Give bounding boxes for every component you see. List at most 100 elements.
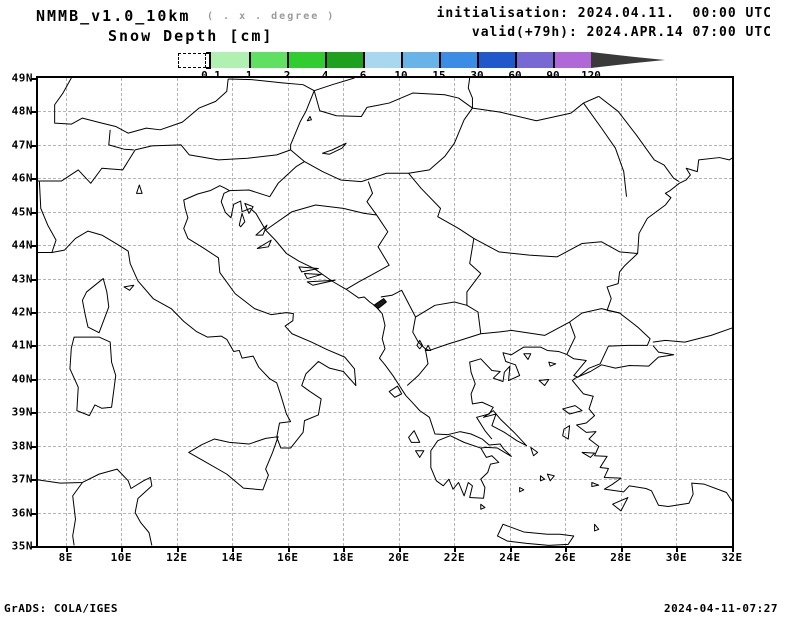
coastline-border-path	[38, 145, 361, 183]
colorbar-segment	[477, 52, 515, 68]
coastline-border-path	[314, 78, 354, 91]
lat-tick-label: 36N	[11, 506, 33, 520]
coastline-border-path	[467, 238, 481, 333]
colorbar-below-min-box	[178, 53, 206, 68]
lat-tick-mark	[31, 211, 37, 214]
lat-tick-label: 44N	[11, 238, 33, 252]
coastline-border-path	[431, 436, 499, 499]
lat-tick-mark	[31, 245, 37, 248]
coastline-border-path	[567, 155, 732, 377]
grid-line-lon	[121, 78, 123, 546]
lat-tick-label: 41N	[11, 338, 33, 352]
colorbar-segment	[211, 52, 249, 68]
lake-shape	[307, 280, 335, 285]
lat-tick-mark	[31, 144, 37, 147]
grid-line-lat	[38, 144, 732, 146]
lake-shape	[137, 185, 143, 193]
lat-tick-mark	[31, 445, 37, 448]
grid-line-lon	[509, 78, 511, 546]
lat-tick-mark	[31, 546, 37, 548]
initialisation-text: initialisation: 2024.04.11. 00:00 UTC	[436, 6, 772, 21]
lake-shape	[547, 474, 554, 481]
coastline-border-path	[583, 103, 626, 197]
grid-line-lat	[38, 278, 732, 280]
lat-tick-mark	[31, 78, 37, 80]
colorbar-segment	[249, 52, 287, 68]
lake-shape	[484, 411, 527, 446]
colorbar-segment	[363, 52, 401, 68]
lake-shape	[256, 225, 267, 235]
lon-tick-label: 32E	[721, 551, 743, 564]
lat-tick-mark	[31, 278, 37, 281]
lake-shape	[540, 476, 544, 481]
lake-shape	[124, 285, 134, 290]
lake-shape	[524, 354, 531, 360]
lat-tick-label: 49N	[11, 71, 33, 85]
grid-line-lat	[38, 111, 732, 113]
lon-tick-label: 16E	[277, 551, 299, 564]
lat-tick-mark	[31, 111, 37, 114]
lat-tick-label: 47N	[11, 138, 33, 152]
grid-line-lat	[38, 178, 732, 180]
map-canvas	[36, 76, 734, 548]
colorbar-segment	[325, 52, 363, 68]
colorbar-segment	[287, 52, 325, 68]
lat-tick-label: 46N	[11, 171, 33, 185]
grid-line-lat	[38, 245, 732, 247]
lon-tick-mark	[343, 546, 346, 552]
lake-shape	[497, 524, 573, 545]
coastline-border-path	[407, 322, 569, 386]
coastline-border-path	[570, 309, 620, 322]
lake-shape	[613, 498, 628, 511]
creation-timestamp: 2024-04-11-07:27	[664, 602, 778, 615]
coastline-borders-layer	[38, 78, 732, 546]
lat-tick-label: 38N	[11, 439, 33, 453]
lon-tick-label: 26E	[554, 551, 577, 564]
lon-tick-mark	[287, 546, 290, 552]
lat-tick-mark	[31, 345, 37, 348]
lon-tick-mark	[176, 546, 179, 552]
lat-tick-mark	[31, 378, 37, 381]
coastline-border-path	[291, 91, 315, 150]
coastline-border-path	[266, 205, 390, 289]
lat-tick-label: 42N	[11, 305, 33, 319]
lat-tick-label: 40N	[11, 372, 33, 386]
lon-tick-mark	[121, 546, 124, 552]
lat-tick-label: 45N	[11, 205, 33, 219]
lake-shape	[563, 426, 570, 439]
lon-tick-label: 14E	[221, 551, 243, 564]
lake-shape	[549, 362, 556, 366]
lake-shape	[592, 482, 599, 486]
grid-line-lat	[38, 512, 732, 514]
lon-tick-mark	[398, 546, 401, 552]
lake-shape	[245, 203, 253, 213]
coastline-border-path	[230, 162, 305, 197]
lake-shape	[563, 406, 582, 414]
lon-tick-label: 24E	[499, 551, 521, 564]
lake-shape	[189, 437, 278, 490]
model-title: NMMB_v1.0_10km	[36, 7, 191, 25]
grid-line-lon	[454, 78, 456, 546]
lake-shape	[323, 143, 347, 154]
lake-shape	[257, 240, 271, 248]
lake-shape	[481, 504, 485, 509]
lake-shape	[539, 380, 549, 386]
lake-shape	[304, 274, 321, 279]
lat-tick-mark	[31, 479, 37, 482]
grid-line-lon	[65, 78, 67, 546]
grid-line-lat	[38, 378, 732, 380]
valid-time-text: valid(+79h): 2024.APR.14 07:00 UTC	[471, 25, 772, 40]
colorbar-segments	[211, 52, 591, 68]
lon-tick-label: 28E	[610, 551, 632, 564]
grid-line-lat	[38, 345, 732, 347]
coastline-border-path	[38, 186, 511, 457]
colorbar-segment	[401, 52, 439, 68]
lake-shape	[299, 267, 318, 272]
lake-shape	[82, 279, 108, 333]
colorbar-segment	[553, 52, 591, 68]
lon-tick-mark	[454, 546, 457, 552]
colorbar-tick-label: 4	[322, 69, 329, 82]
lon-tick-label: 18E	[332, 551, 355, 564]
lon-tick-label: 10E	[110, 551, 132, 564]
coastline-border-path	[470, 347, 567, 439]
